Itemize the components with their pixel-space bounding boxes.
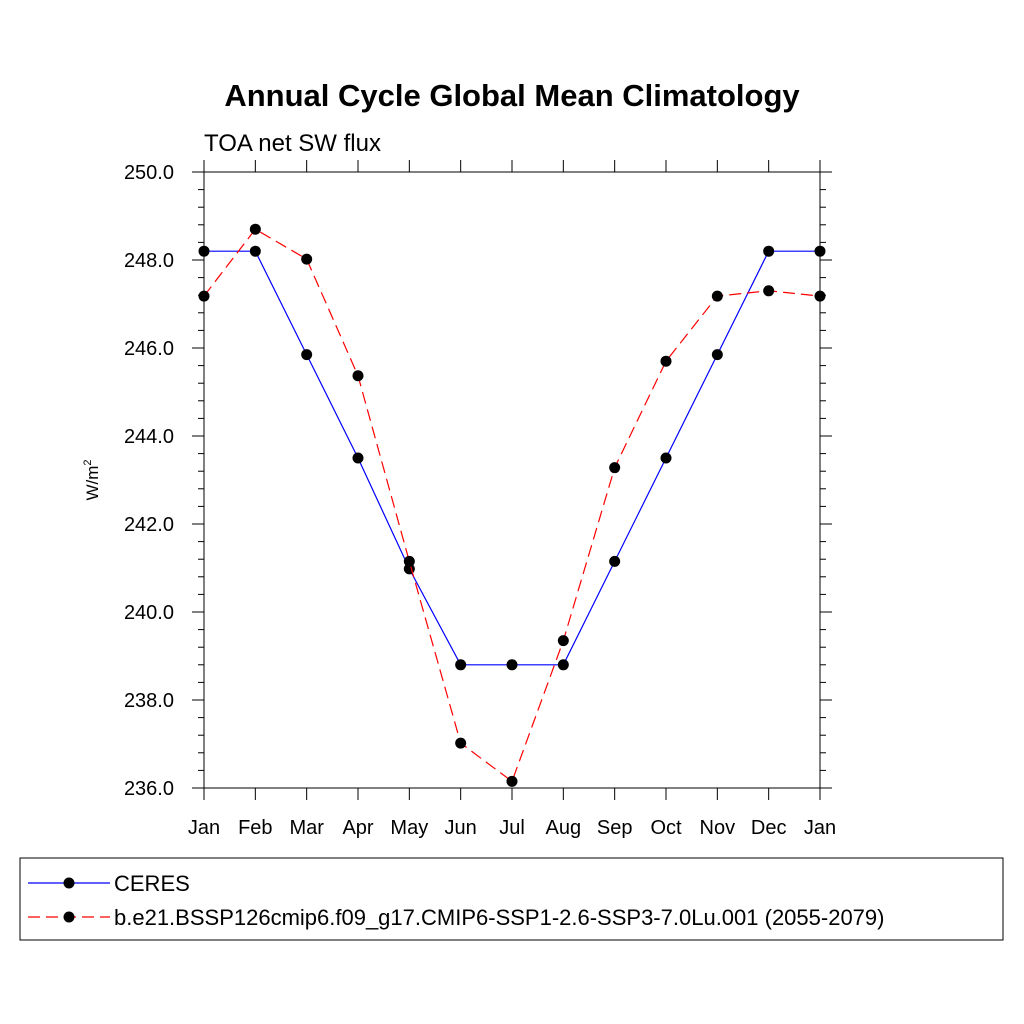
data-point	[301, 253, 313, 265]
series-2	[198, 223, 826, 787]
series-layer	[198, 223, 826, 787]
x-tick-label: Jan	[804, 817, 836, 839]
data-point	[301, 349, 313, 361]
data-point	[352, 452, 364, 464]
legend-box	[19, 857, 1004, 941]
data-point	[557, 635, 569, 647]
chart-title: Annual Cycle Global Mean Climatology	[224, 78, 800, 113]
y-tick-label: 240.0	[124, 602, 174, 624]
svg-text:W/m2: W/m2	[82, 459, 102, 500]
x-tick-label: May	[390, 817, 428, 839]
data-point	[506, 659, 518, 671]
series-1	[198, 245, 826, 671]
y-axis-label-superscript: 2	[82, 459, 94, 465]
y-tick-label: 236.0	[124, 778, 174, 800]
y-tick-label: 246.0	[124, 338, 174, 360]
series-line	[204, 250, 820, 666]
x-tick-label: Apr	[342, 817, 373, 839]
chart-subtitle: TOA net SW flux	[204, 130, 381, 157]
legend-marker	[63, 877, 75, 889]
x-tick-label: Feb	[238, 817, 272, 839]
data-point	[249, 245, 261, 257]
data-point	[711, 349, 723, 361]
data-point	[557, 659, 569, 671]
x-tick-label: Jan	[188, 817, 220, 839]
data-point	[198, 245, 210, 257]
data-point	[455, 659, 467, 671]
legend-marker	[63, 911, 75, 923]
y-tick-label: 248.0	[124, 250, 174, 272]
legend-label: CERES	[114, 871, 190, 896]
y-tick-label: 238.0	[124, 690, 174, 712]
y-tick-label: 242.0	[124, 514, 174, 536]
data-point	[660, 355, 672, 367]
y-axis-label-text: W/m	[83, 466, 102, 501]
data-point	[352, 370, 364, 382]
x-tick-label: Jul	[499, 817, 525, 839]
data-point	[763, 285, 775, 297]
data-point	[711, 290, 723, 302]
data-point	[814, 290, 826, 302]
data-point	[660, 452, 672, 464]
legend: CERES b.e21.BSSP126cmip6.f09_g17.CMIP6-SS…	[19, 857, 1004, 941]
x-tick-label: Aug	[546, 817, 582, 839]
data-point	[506, 775, 518, 787]
y-tick-label: 244.0	[124, 426, 174, 448]
x-tick-label: Mar	[289, 817, 324, 839]
data-point	[763, 245, 775, 257]
x-tick-label: Jun	[445, 817, 477, 839]
series-line	[203, 228, 821, 783]
axes: Jan Feb Mar Apr May Jun Jul Aug Sep Oct Nov Dec Jan 2…	[124, 160, 836, 839]
x-tick-label: Nov	[700, 817, 736, 839]
x-tick-label: Dec	[751, 817, 787, 839]
data-point	[403, 555, 415, 567]
data-point	[455, 737, 467, 749]
x-tick-label: Oct	[650, 817, 682, 839]
legend-label: b.e21.BSSP126cmip6.f09_g17.CMIP6-SSP1-2.…	[114, 905, 884, 930]
x-tick-label: Sep	[597, 817, 633, 839]
y-axis-label: W/m2	[82, 459, 102, 500]
data-point	[198, 290, 210, 302]
y-tick-label: 250.0	[124, 162, 174, 184]
data-point	[609, 555, 621, 567]
data-point	[249, 223, 261, 235]
data-point	[814, 245, 826, 257]
data-point	[609, 462, 621, 474]
plot-frame	[203, 171, 821, 789]
